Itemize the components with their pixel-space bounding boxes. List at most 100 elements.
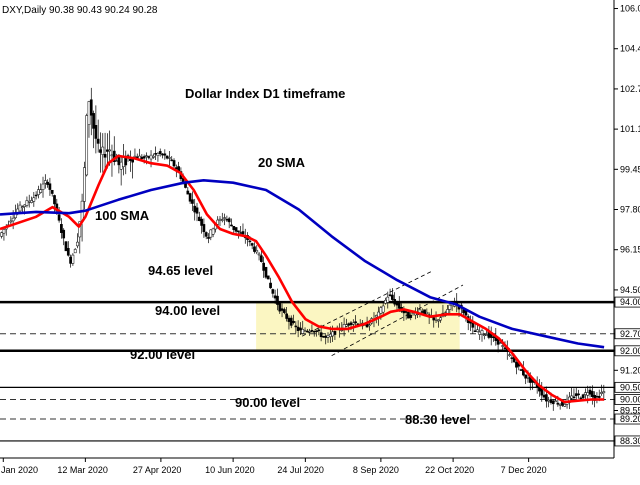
candle-body (271, 289, 275, 294)
candle (25, 196, 29, 208)
candle-body (407, 312, 410, 319)
candle-body (76, 241, 79, 247)
candle-body (282, 309, 286, 313)
candle (271, 288, 275, 298)
candle (60, 218, 63, 239)
candle-body (85, 115, 89, 176)
candle-body (119, 161, 123, 170)
candle (276, 288, 279, 311)
candle (322, 335, 325, 338)
candle-body (57, 214, 61, 221)
candle-body (151, 155, 155, 158)
candle (432, 317, 436, 328)
candle-body (266, 275, 270, 280)
candle-body (301, 329, 305, 334)
candle-body (351, 322, 355, 325)
candle-body (285, 313, 288, 319)
candle-body (23, 204, 26, 207)
candle-body (53, 195, 56, 205)
candle-body (551, 400, 555, 405)
candle-body (156, 153, 160, 156)
candle-body (122, 156, 125, 168)
candle (253, 242, 256, 254)
candle (64, 240, 68, 252)
y-tick-label: 91.20 (620, 365, 640, 375)
candle (285, 306, 288, 322)
candle-body (188, 193, 192, 202)
candle-body (78, 221, 82, 238)
candle (168, 150, 171, 167)
candle-body (250, 243, 254, 246)
candle-body (46, 181, 49, 185)
candle-body (191, 199, 194, 204)
candle (76, 233, 79, 249)
candle-body (232, 226, 236, 230)
candle-body (170, 159, 174, 162)
level-label-9400: 94.00 level (155, 303, 220, 318)
candle-body (158, 151, 162, 154)
candle-body (345, 324, 348, 327)
candle-body (319, 332, 323, 338)
candle-body (64, 241, 68, 252)
candle-body (0, 232, 3, 237)
candle (257, 251, 261, 261)
x-tick-label: 10 Jun 2020 (205, 465, 255, 475)
candle (207, 233, 210, 244)
candle (41, 176, 45, 198)
candle (434, 311, 438, 324)
candle-body (519, 369, 523, 371)
candle-body (30, 200, 33, 203)
candle (34, 191, 38, 200)
candle-body (248, 240, 252, 243)
candle-body (32, 197, 36, 202)
candle-body (142, 156, 146, 159)
candle-body (563, 404, 567, 407)
candle (333, 330, 337, 341)
candle-body (89, 99, 93, 116)
candle (294, 321, 298, 334)
candle (101, 133, 105, 173)
candle-body (333, 331, 337, 335)
candle-body (115, 160, 118, 162)
candle-body (586, 392, 590, 396)
candle-body (476, 329, 479, 333)
candle (381, 301, 385, 316)
candle-body (397, 302, 401, 309)
candle-body (296, 326, 300, 331)
candle (158, 148, 162, 157)
candle (264, 266, 268, 279)
candle-body (69, 256, 72, 264)
candle-body (312, 331, 316, 333)
candle-body (11, 217, 15, 222)
candle (220, 212, 224, 223)
candle-body (225, 218, 229, 221)
candle-body (287, 317, 291, 322)
candle (73, 247, 77, 254)
candle-body (2, 229, 6, 234)
candle-body (239, 232, 243, 234)
candle-body (257, 253, 261, 256)
candle-body (60, 224, 63, 233)
candle (577, 389, 580, 399)
candle-body (572, 396, 576, 399)
candle-body (197, 216, 201, 221)
candle-body (87, 101, 91, 125)
candle (112, 136, 116, 166)
candle (46, 179, 49, 188)
candle-body (161, 153, 164, 156)
y-tick-label: 94.50 (620, 285, 640, 295)
candle-body (131, 159, 135, 163)
sma100-label: 100 SMA (95, 208, 150, 223)
y-tick-label: 89.20 (620, 414, 640, 424)
candle (223, 213, 226, 226)
candle (317, 326, 321, 336)
candle-body (260, 255, 263, 262)
candle-body (276, 295, 279, 305)
candle-body (508, 354, 511, 356)
x-tick-label: 24 Jul 2020 (277, 465, 324, 475)
sma20-line (0, 154, 605, 404)
candle-body (262, 262, 266, 271)
candle (50, 189, 54, 197)
candle-body (39, 189, 43, 193)
